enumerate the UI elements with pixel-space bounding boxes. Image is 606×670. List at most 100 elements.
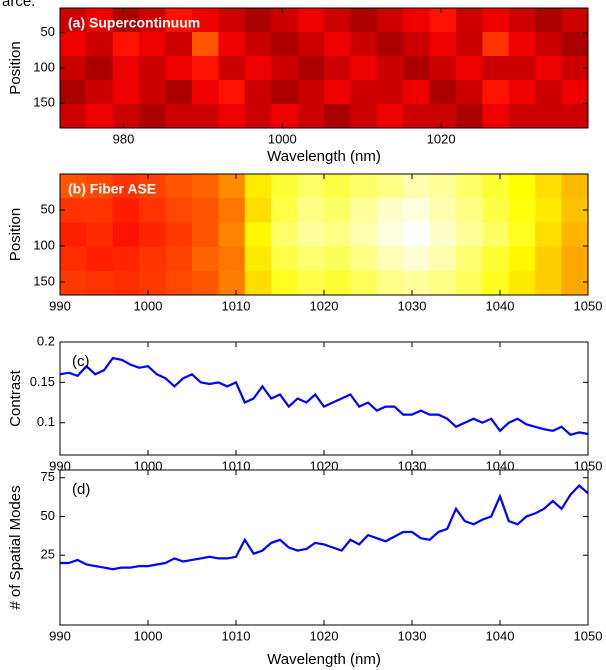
heatmap-cell [535,198,563,223]
heatmap-cell [165,32,193,57]
heatmap-cell [324,104,351,129]
heatmap-cell [535,80,563,105]
x-tick-label: 1020 [427,131,456,146]
x-tick-label: 1000 [134,298,163,313]
heatmap-cell [535,104,563,129]
heatmap-cell [192,56,219,81]
heatmap-cell [403,104,431,129]
heatmap-cell [271,198,299,223]
heatmap-cell [508,80,536,105]
heatmap-cell [271,80,299,105]
heatmap-cell [561,270,589,296]
heatmap-cell [297,32,325,57]
heatmap-cell [139,222,167,248]
heatmap-cell [429,80,457,105]
heatmap-cell [192,246,219,272]
heatmap-cell [297,270,325,296]
heatmap-cell [403,56,431,81]
heatmap-cell [165,56,193,81]
heatmap-cell [324,222,351,248]
heatmap-cell [482,56,510,81]
heatmap-cell [508,32,536,57]
heatmap-cell [165,222,193,248]
heatmap-cell [350,174,378,199]
y-tick-label: 25 [41,547,55,562]
panel-label: (c) [72,353,90,370]
heatmap-cell [192,8,219,33]
heatmap-cell [456,80,483,105]
heatmap-cell [192,174,219,199]
heatmap-cell [508,104,536,129]
line [60,483,589,571]
heatmap-cell [297,104,325,129]
heatmap-cell [350,222,378,248]
heatmap-cell [86,222,114,248]
y-axis-label: Position [7,41,24,94]
y-tick-label: 100 [33,59,55,74]
heatmap-cell [376,174,404,199]
heatmap-cell [297,198,325,223]
heatmap-cell [112,8,140,33]
heatmap-cell [561,222,589,248]
y-tick-label: 0.2 [37,333,55,348]
x-tick-label: 1020 [310,298,339,313]
heatmap-cell [376,198,404,223]
heatmap-cell [192,222,219,248]
heatmap-cell [482,246,510,272]
y-axis-label: Position [7,208,24,261]
heatmap-cell [456,56,483,81]
heatmap-cell [403,222,431,248]
heatmap-cell [456,32,483,57]
heatmap-cell [139,32,167,57]
heatmap-cell [456,174,483,199]
heatmap-cell [218,104,246,129]
heatmap-cell [297,222,325,248]
heatmap-cell [139,104,167,129]
heatmap-cell [244,246,272,272]
heatmap-cell [376,56,404,81]
heatmap-cell [535,222,563,248]
heatmap-cell [192,104,219,129]
heatmap-cell [429,8,457,33]
heatmap-cell [60,198,87,223]
heatmap-cell [86,104,114,129]
heatmap-cell [112,56,140,81]
heatmap-cell [218,246,246,272]
heatmap-cell [218,32,246,57]
x-tick-label: 1000 [134,628,163,643]
heatmap-cell [403,246,431,272]
x-tick-label: 1000 [268,131,297,146]
heatmap-cell [192,198,219,223]
heatmap-cell [350,104,378,129]
heatmap-cell [324,270,351,296]
heatmap-cell [350,246,378,272]
heatmap-cell [535,56,563,81]
heatmap-cell [350,80,378,105]
heatmap-cell [139,56,167,81]
heatmap-cell [244,222,272,248]
heatmap-cell [324,32,351,57]
heatmap-cell [192,80,219,105]
heatmap-cell [60,174,87,199]
x-tick-label: 1050 [574,628,603,643]
heatmap-cell [60,246,87,272]
heatmap-cell [535,174,563,199]
heatmap-cell [403,32,431,57]
x-tick-label: 990 [49,298,71,313]
heatmap-cell [535,270,563,296]
heatmap-cell [456,222,483,248]
heatmap-cell [482,270,510,296]
heatmap-cell [165,174,193,199]
y-tick-label: 150 [33,95,55,110]
x-tick-label: 1040 [486,628,515,643]
x-tick-label: 1010 [222,628,251,643]
heatmap-cell [244,56,272,81]
heatmap-cell [86,80,114,105]
heatmap-cell [86,270,114,296]
x-axis-label: Wavelength (nm) [267,651,381,668]
heatmap-cell [165,104,193,129]
heatmap-cell [482,104,510,129]
heatmap-cell [429,270,457,296]
heatmap-cell [271,32,299,57]
heatmap-cell [218,270,246,296]
